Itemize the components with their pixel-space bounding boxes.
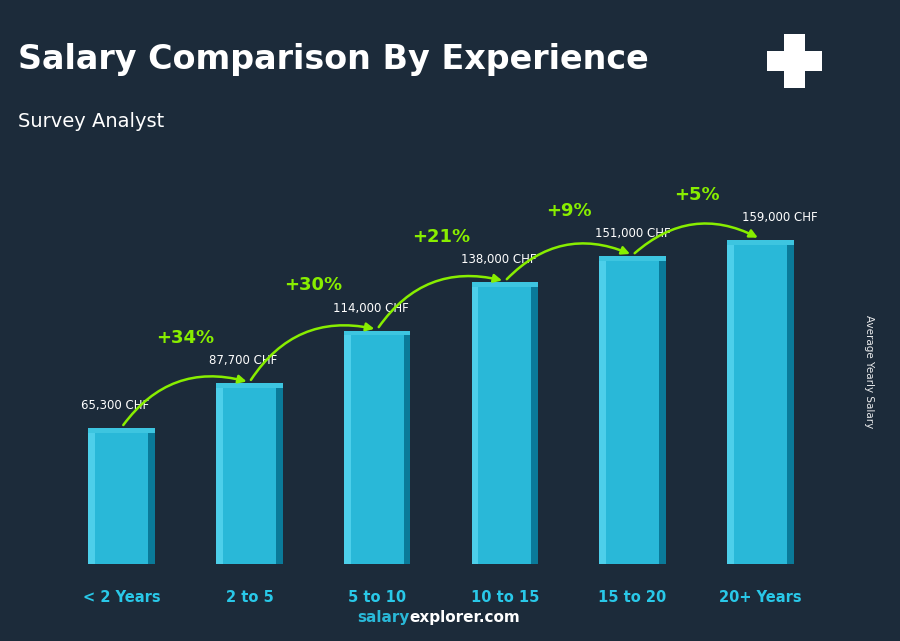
Text: Average Yearly Salary: Average Yearly Salary [863, 315, 874, 428]
Polygon shape [276, 388, 283, 564]
Text: Salary Comparison By Experience: Salary Comparison By Experience [18, 44, 649, 76]
Polygon shape [784, 34, 805, 88]
Polygon shape [148, 433, 155, 564]
Polygon shape [88, 428, 155, 433]
Text: 87,700 CHF: 87,700 CHF [209, 354, 277, 367]
Polygon shape [216, 388, 283, 564]
Text: salary: salary [357, 610, 410, 625]
Polygon shape [727, 240, 794, 245]
Text: +34%: +34% [157, 329, 214, 347]
Polygon shape [216, 388, 223, 564]
Polygon shape [472, 282, 538, 287]
Text: 114,000 CHF: 114,000 CHF [333, 301, 409, 315]
Polygon shape [216, 383, 283, 388]
Polygon shape [767, 51, 822, 71]
Text: +30%: +30% [284, 276, 342, 294]
Text: Survey Analyst: Survey Analyst [18, 112, 164, 131]
Polygon shape [727, 245, 794, 564]
Text: 138,000 CHF: 138,000 CHF [461, 253, 536, 266]
Text: 15 to 20: 15 to 20 [598, 590, 667, 605]
Polygon shape [531, 287, 538, 564]
Polygon shape [659, 261, 666, 564]
Text: 2 to 5: 2 to 5 [226, 590, 274, 605]
Polygon shape [472, 287, 478, 564]
Text: 20+ Years: 20+ Years [719, 590, 802, 605]
Text: +9%: +9% [546, 202, 591, 220]
Polygon shape [404, 335, 410, 564]
Polygon shape [88, 433, 95, 564]
Text: explorer.com: explorer.com [410, 610, 520, 625]
Polygon shape [472, 287, 538, 564]
Text: 65,300 CHF: 65,300 CHF [81, 399, 149, 412]
Text: < 2 Years: < 2 Years [83, 590, 160, 605]
Text: +21%: +21% [412, 228, 470, 246]
Polygon shape [344, 335, 351, 564]
Text: 5 to 10: 5 to 10 [348, 590, 406, 605]
Text: 159,000 CHF: 159,000 CHF [742, 211, 817, 224]
Text: +5%: +5% [674, 186, 719, 204]
Polygon shape [599, 261, 666, 564]
Polygon shape [599, 256, 666, 261]
Polygon shape [88, 433, 155, 564]
Polygon shape [727, 245, 734, 564]
Polygon shape [344, 331, 410, 335]
Polygon shape [599, 261, 606, 564]
Polygon shape [344, 335, 410, 564]
Text: 10 to 15: 10 to 15 [471, 590, 539, 605]
Polygon shape [787, 245, 794, 564]
Text: 151,000 CHF: 151,000 CHF [595, 227, 670, 240]
